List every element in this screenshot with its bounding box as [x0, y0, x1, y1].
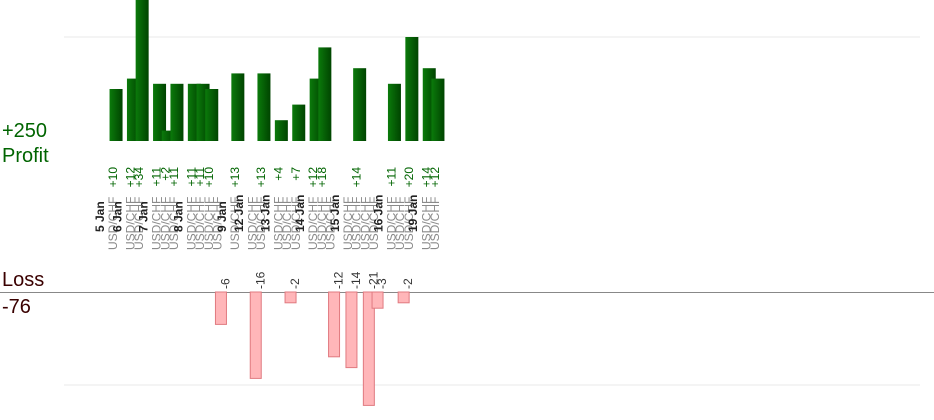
pair-label: USD/CHF	[167, 197, 181, 250]
profit-value-label: +11	[150, 167, 164, 187]
pair-label: USD/CHF	[158, 197, 172, 250]
loss-value-label: -6	[218, 278, 232, 289]
pair-label: USD/CHF	[350, 197, 364, 250]
pair-label: USD/CHF	[358, 197, 372, 250]
loss-value-label: -3	[375, 278, 389, 289]
loss-label: Loss	[2, 269, 45, 291]
pair-label: USD/CHF	[106, 197, 120, 250]
loss-bar	[214, 291, 227, 325]
pair-label: USD/CHF	[254, 197, 268, 250]
pair-label: USD/CHF	[132, 197, 146, 250]
loss-value-label: -14	[349, 271, 363, 289]
profit-value-label: +11	[193, 167, 207, 187]
date-label: 5 Jan	[93, 201, 107, 232]
profit-value-label: +34	[132, 167, 146, 188]
pair-label: USD/CHF	[428, 197, 442, 250]
profit-bar	[109, 89, 123, 141]
profit-bar	[153, 83, 167, 141]
pair-label: USD/CHF	[289, 197, 303, 250]
pair-label: USD/CHF	[123, 197, 137, 250]
pair-label: USD/CHF	[306, 197, 320, 250]
loss-bar	[362, 291, 375, 406]
profit-value-label: +20	[402, 167, 416, 188]
profit-value-label: +11	[184, 167, 198, 187]
profit-bar	[405, 37, 419, 141]
profit-value-label: +10	[202, 167, 216, 188]
pair-label: USD/CHF	[193, 197, 207, 250]
loss-bar	[328, 291, 341, 358]
profit-value-label: +11	[384, 167, 398, 187]
date-label: 9 Jan	[215, 201, 229, 232]
date-label: 8 Jan	[171, 201, 185, 232]
profit-value-label: +11	[167, 167, 181, 187]
loss-total: -76	[2, 296, 31, 318]
profit-bar	[170, 83, 184, 141]
pair-label: USD/CHF	[202, 197, 216, 250]
pair-label: USD/CHF	[228, 197, 242, 250]
profit-value-label: +12	[428, 167, 442, 188]
loss-value-label: -21	[366, 271, 380, 289]
loss-bar	[345, 291, 358, 369]
date-label: 14 Jan	[293, 195, 307, 232]
loss-bar	[284, 291, 297, 304]
date-label: 6 Jan	[110, 201, 124, 232]
pair-label: USD/CHF	[315, 197, 329, 250]
profit-value-label: +13	[254, 167, 268, 188]
pair-label: USD/CHF	[393, 197, 407, 250]
profit-bar	[318, 47, 332, 141]
date-label: 7 Jan	[137, 201, 151, 232]
pair-label: USD/CHF	[280, 197, 294, 250]
profit-value-label: +14	[350, 167, 364, 188]
profit-value-label: +18	[315, 167, 329, 188]
pair-label: USD/CHF	[210, 197, 224, 250]
pair-label: USD/CHF	[341, 197, 355, 250]
pair-label: USD/CHF	[324, 197, 338, 250]
pair-label: USD/CHF	[402, 197, 416, 250]
profit-label: Profit	[2, 145, 49, 167]
profit-value-label: +12	[306, 167, 320, 188]
loss-value-label: -2	[288, 278, 302, 289]
profit-bar	[387, 83, 401, 141]
date-label: 12 Jan	[232, 195, 246, 232]
profit-value-label: +10	[106, 167, 120, 188]
profit-value-label: +12	[123, 167, 137, 188]
date-label: 13 Jan	[258, 195, 272, 232]
loss-bar	[371, 291, 384, 309]
date-label: 16 Jan	[371, 195, 385, 232]
profit-bar	[135, 0, 149, 141]
loss-value-label: -12	[332, 271, 346, 289]
profit-value-label: +14	[419, 167, 433, 188]
profit-value-label: +7	[289, 167, 303, 181]
profit-bar	[353, 68, 367, 141]
loss-value-label: -16	[253, 271, 267, 289]
pair-label: USD/CHF	[184, 197, 198, 250]
profit-value-label: +13	[228, 167, 242, 188]
profit-bar	[205, 89, 219, 141]
loss-bar	[249, 291, 262, 379]
pair-label: USD/CHF	[367, 197, 381, 250]
pair-label: USD/CHF	[384, 197, 398, 250]
profit-bar	[431, 78, 445, 141]
profit-bar	[274, 120, 288, 141]
pair-label: USD/CHF	[150, 197, 164, 250]
loss-value-label: -2	[401, 278, 415, 289]
date-label: 19 Jan	[406, 195, 420, 232]
loss-bar	[397, 291, 410, 304]
date-label: 15 Jan	[328, 195, 342, 232]
profit-value-label: +4	[271, 167, 285, 181]
profit-bar	[257, 73, 271, 141]
profit-bar	[292, 104, 306, 141]
profit-bar	[231, 73, 245, 141]
pair-label: USD/CHF	[271, 197, 285, 250]
pair-label: USD/CHF	[419, 197, 433, 250]
profit-total: +250	[2, 120, 48, 142]
profit-value-label: +2	[158, 167, 172, 181]
pair-label: USD/CHF	[245, 197, 259, 250]
profit-bar	[161, 130, 175, 141]
